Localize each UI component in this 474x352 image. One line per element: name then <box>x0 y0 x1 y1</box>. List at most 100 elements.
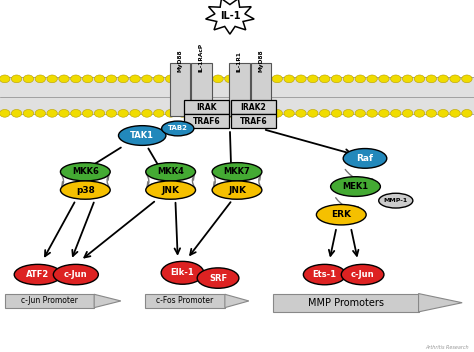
Circle shape <box>118 109 128 117</box>
Ellipse shape <box>60 163 110 181</box>
Circle shape <box>462 75 472 83</box>
Circle shape <box>284 109 294 117</box>
Text: TRAF6: TRAF6 <box>240 117 267 126</box>
Ellipse shape <box>303 264 346 285</box>
Circle shape <box>355 75 365 83</box>
Circle shape <box>284 75 294 83</box>
Bar <box>229 63 249 116</box>
Ellipse shape <box>146 163 195 181</box>
Circle shape <box>213 109 223 117</box>
Text: IL-1: IL-1 <box>219 11 240 21</box>
Text: Elk-1: Elk-1 <box>171 268 194 277</box>
Text: MMP Promoters: MMP Promoters <box>308 298 383 308</box>
Polygon shape <box>94 294 121 308</box>
Circle shape <box>462 109 472 117</box>
Circle shape <box>379 75 389 83</box>
Circle shape <box>118 75 128 83</box>
Ellipse shape <box>341 264 384 285</box>
Circle shape <box>450 75 460 83</box>
Circle shape <box>130 109 140 117</box>
Circle shape <box>82 109 93 117</box>
Circle shape <box>71 75 81 83</box>
Circle shape <box>308 109 318 117</box>
Circle shape <box>201 75 211 83</box>
Bar <box>251 63 271 116</box>
Circle shape <box>272 75 283 83</box>
Bar <box>184 114 229 128</box>
Circle shape <box>308 75 318 83</box>
Text: ERK: ERK <box>331 210 351 219</box>
Circle shape <box>379 109 389 117</box>
Bar <box>231 114 276 128</box>
Bar <box>231 100 276 114</box>
Text: MKK4: MKK4 <box>157 167 184 176</box>
Text: c-Jun: c-Jun <box>64 270 88 279</box>
Text: Ets-1: Ets-1 <box>313 270 337 279</box>
Ellipse shape <box>162 121 194 136</box>
Circle shape <box>319 109 330 117</box>
Ellipse shape <box>379 193 413 208</box>
Circle shape <box>82 75 93 83</box>
Text: c-Jun: c-Jun <box>351 270 374 279</box>
Circle shape <box>355 109 365 117</box>
Circle shape <box>23 75 34 83</box>
Circle shape <box>11 75 22 83</box>
Text: TRAF6: TRAF6 <box>192 117 220 126</box>
Text: MKK6: MKK6 <box>72 167 99 176</box>
Circle shape <box>165 75 176 83</box>
Circle shape <box>142 75 152 83</box>
Circle shape <box>130 75 140 83</box>
Circle shape <box>391 109 401 117</box>
Circle shape <box>154 75 164 83</box>
Circle shape <box>94 109 105 117</box>
Ellipse shape <box>14 264 62 285</box>
Ellipse shape <box>118 126 166 145</box>
Ellipse shape <box>212 181 262 199</box>
Circle shape <box>71 109 81 117</box>
Ellipse shape <box>161 261 204 284</box>
Circle shape <box>237 109 247 117</box>
Circle shape <box>343 75 354 83</box>
Circle shape <box>47 75 57 83</box>
Text: IL-1R1: IL-1R1 <box>237 51 242 72</box>
Text: SRF: SRF <box>209 274 227 283</box>
Circle shape <box>201 109 211 117</box>
Text: c-Jun Promoter: c-Jun Promoter <box>21 296 78 306</box>
Circle shape <box>331 75 342 83</box>
Circle shape <box>225 75 235 83</box>
Circle shape <box>35 109 46 117</box>
Circle shape <box>59 109 69 117</box>
Text: Raf: Raf <box>356 154 374 163</box>
Circle shape <box>248 109 259 117</box>
Text: IL-1RAcP: IL-1RAcP <box>199 43 204 72</box>
Ellipse shape <box>53 264 99 285</box>
Circle shape <box>367 75 377 83</box>
Circle shape <box>0 75 10 83</box>
Text: p38: p38 <box>76 186 95 195</box>
Text: MyD88: MyD88 <box>258 50 263 72</box>
Text: IRAK: IRAK <box>196 103 217 112</box>
Polygon shape <box>225 294 249 308</box>
Circle shape <box>189 75 200 83</box>
Circle shape <box>154 109 164 117</box>
Circle shape <box>35 75 46 83</box>
Text: TAB2: TAB2 <box>168 125 188 132</box>
Circle shape <box>272 109 283 117</box>
Ellipse shape <box>60 181 110 199</box>
Circle shape <box>438 109 448 117</box>
Bar <box>0 97 474 114</box>
Ellipse shape <box>197 268 239 288</box>
Circle shape <box>47 109 57 117</box>
Circle shape <box>426 109 437 117</box>
Text: c-Fos Promoter: c-Fos Promoter <box>156 296 213 306</box>
Circle shape <box>260 75 271 83</box>
Ellipse shape <box>331 177 380 196</box>
Text: JNK: JNK <box>162 186 180 195</box>
Bar <box>170 63 190 116</box>
Bar <box>0 77 474 97</box>
Circle shape <box>248 75 259 83</box>
Circle shape <box>450 109 460 117</box>
Circle shape <box>331 109 342 117</box>
Circle shape <box>402 109 413 117</box>
Circle shape <box>225 109 235 117</box>
